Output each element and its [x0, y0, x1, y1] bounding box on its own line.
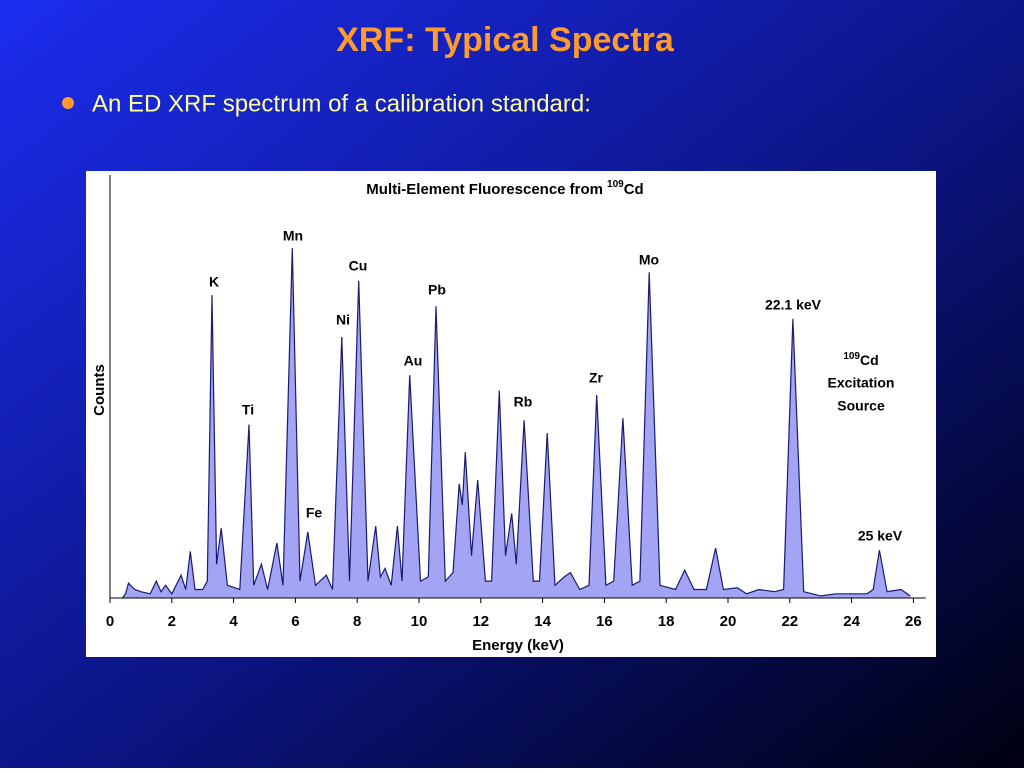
- x-tick-label: 2: [168, 613, 176, 630]
- peak-label: Ni: [336, 312, 350, 328]
- x-tick-label: 4: [229, 613, 238, 630]
- x-tick-label: 26: [905, 613, 922, 630]
- bullet-text: An ED XRF spectrum of a calibration stan…: [92, 90, 591, 117]
- source-text: Cd: [860, 352, 879, 368]
- peak-label: Pb: [428, 282, 446, 298]
- peak-label: Fe: [306, 505, 323, 521]
- chart-title-tail: Cd: [624, 181, 644, 198]
- source-label: 109Cd: [843, 351, 878, 368]
- x-tick-label: 22: [781, 613, 798, 630]
- peak-label: Cu: [349, 258, 368, 274]
- x-tick-label: 18: [658, 613, 675, 630]
- x-tick-label: 6: [291, 613, 299, 630]
- peak-label: Au: [404, 353, 423, 369]
- y-axis-label: Counts: [91, 364, 108, 416]
- x-tick-label: 24: [843, 613, 860, 630]
- chart-title-sup: 109: [607, 179, 624, 190]
- source-sup: 109: [843, 351, 860, 362]
- x-tick-label: 10: [411, 613, 428, 630]
- peak-label: 25 keV: [858, 528, 903, 544]
- source-line: Source: [837, 398, 885, 414]
- slide-title: XRF: Typical Spectra: [336, 21, 675, 59]
- source-line: Excitation: [828, 375, 895, 391]
- x-axis-label: Energy (keV): [472, 637, 564, 654]
- peak-label: Zr: [589, 370, 604, 386]
- x-tick-label: 8: [353, 613, 361, 630]
- x-tick-label: 0: [106, 613, 114, 630]
- chart-title-main: Multi-Element Fluorescence from: [366, 181, 603, 198]
- bullet-dot: [62, 97, 74, 109]
- x-tick-label: 20: [720, 613, 737, 630]
- x-tick-label: 16: [596, 613, 613, 630]
- peak-label: Ti: [242, 402, 254, 418]
- peak-label: Mo: [639, 252, 659, 268]
- peak-label: Mn: [283, 228, 303, 244]
- x-tick-label: 14: [534, 613, 551, 630]
- spectrum-line: [121, 248, 911, 599]
- x-tick-label: 12: [472, 613, 489, 630]
- peak-label: K: [209, 274, 219, 290]
- peak-label: Rb: [514, 394, 533, 410]
- chart-title: Multi-Element Fluorescence from 109Cd: [366, 179, 643, 198]
- peak-label: 22.1 keV: [765, 297, 822, 313]
